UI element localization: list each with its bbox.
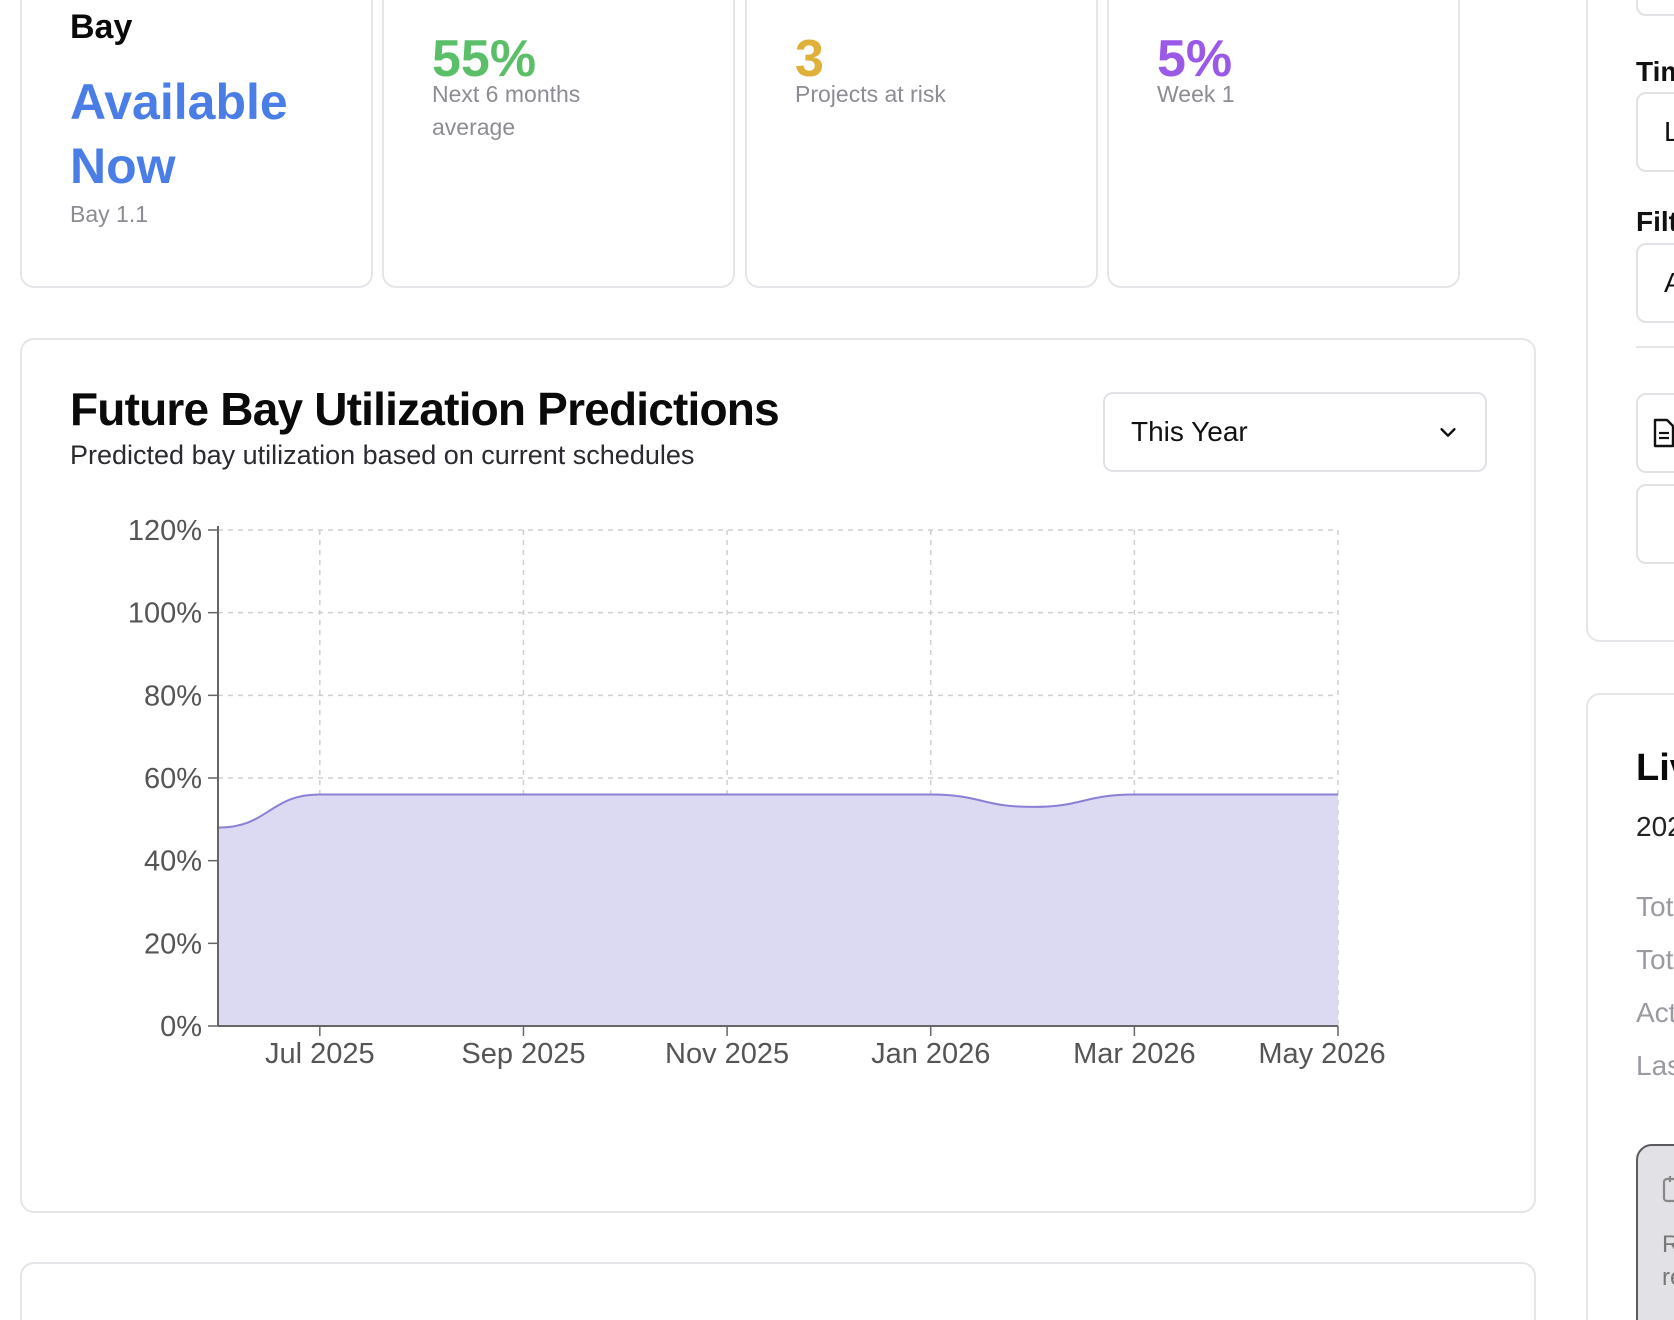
x-tick-label: Sep 2025 xyxy=(461,1038,585,1070)
utilization-area-chart: 0% 20% 40% 60% 80% 100% 120% Jul 2025 Sep 2025 No… xyxy=(128,515,1386,1070)
live-row-active: Act xyxy=(1636,997,1674,1028)
stat-sub: Bay 1.1 xyxy=(70,201,148,227)
x-tick-label: Mar 2026 xyxy=(1073,1038,1196,1070)
live-row-last: Las xyxy=(1636,1050,1674,1081)
period-select-value: This Year xyxy=(1131,416,1248,447)
x-tick-label: Nov 2025 xyxy=(665,1038,789,1070)
chart-subtitle: Predicted bay utilization based on curre… xyxy=(70,440,695,470)
utilization-chart-card: Future Bay Utilization Predictions Predi… xyxy=(20,338,1536,1213)
bay-timeline-card: Bay Availability Timeline xyxy=(20,1262,1536,1320)
x-tick-label: Jan 2026 xyxy=(871,1038,990,1070)
sidebar-filter-card: Tim L Filt A xyxy=(1586,0,1674,642)
y-tick-label: 60% xyxy=(144,763,202,795)
filter-select[interactable]: A xyxy=(1636,243,1674,323)
timeline-title: Bay Availability Timeline xyxy=(70,1312,586,1320)
time-select[interactable]: L xyxy=(1636,92,1674,172)
filter-select-value: A xyxy=(1664,267,1674,298)
period-select[interactable]: This Year xyxy=(1103,392,1487,472)
y-tick-label: 100% xyxy=(128,598,202,630)
time-select-value: L xyxy=(1664,116,1674,147)
sidebar-top-input[interactable] xyxy=(1636,0,1674,16)
stat-pre-label: Bay xyxy=(70,8,133,46)
stat-value: Available Now xyxy=(70,74,288,194)
y-tick-label: 120% xyxy=(128,515,202,547)
stat-card-projects-at-risk: 3 Projects at risk xyxy=(745,0,1098,288)
document-icon xyxy=(1653,418,1674,448)
stat-sub: Projects at risk xyxy=(795,81,946,107)
action-text: Rre xyxy=(1662,1231,1674,1291)
y-tick-label: 80% xyxy=(144,680,202,712)
sidebar-secondary-button[interactable] xyxy=(1636,484,1674,564)
stat-sub: Week 1 xyxy=(1157,81,1235,107)
stat-card-week-utilization: 5% Week 1 xyxy=(1107,0,1460,288)
y-tick-label: 20% xyxy=(144,928,202,960)
stat-card-average-utilization: 55% Next 6 months average xyxy=(382,0,735,288)
chart-title: Future Bay Utilization Predictions xyxy=(70,383,780,435)
utilization-series-line xyxy=(217,793,1338,829)
x-tick-label: Jul 2025 xyxy=(265,1038,375,1070)
export-report-button[interactable] xyxy=(1636,393,1674,473)
y-tick-label: 40% xyxy=(144,846,202,878)
filter-label: Filt xyxy=(1636,206,1674,237)
chevron-down-icon xyxy=(1440,428,1456,437)
live-year: 202 xyxy=(1636,811,1674,842)
stat-sub: Next 6 months average xyxy=(432,81,581,140)
sidebar-divider xyxy=(1636,346,1674,348)
schedule-action-panel[interactable]: Rre xyxy=(1636,1144,1674,1320)
live-heading: Liv xyxy=(1636,747,1674,789)
utilization-area-fill xyxy=(218,794,1338,1026)
calendar-icon xyxy=(1662,1176,1674,1203)
y-tick-label: 0% xyxy=(160,1011,202,1043)
live-row-total-1: Tot xyxy=(1636,891,1674,922)
live-row-total-2: Tot xyxy=(1636,944,1674,975)
stat-value: 3 xyxy=(795,30,824,88)
stat-value: 55% xyxy=(432,30,537,88)
stat-value: 5% xyxy=(1157,30,1233,88)
stat-card-available-bay: Bay Available Now Bay 1.1 xyxy=(20,0,373,288)
sidebar-live-card: Liv 202 Tot Tot Act Las Rre xyxy=(1586,693,1674,1320)
time-label: Tim xyxy=(1636,56,1674,87)
x-tick-label: May 2026 xyxy=(1258,1038,1385,1070)
